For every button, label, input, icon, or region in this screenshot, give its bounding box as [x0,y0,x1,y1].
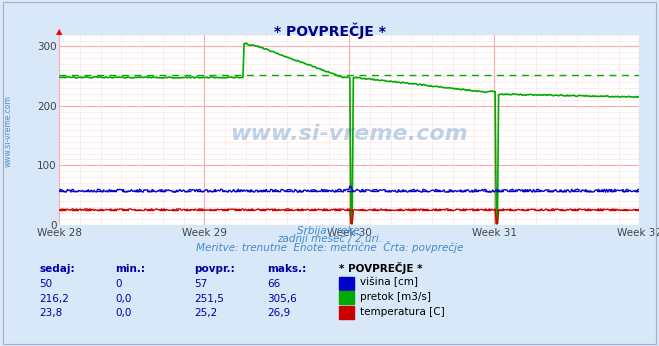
Text: 251,5: 251,5 [194,294,224,304]
Text: 305,6: 305,6 [267,294,297,304]
Text: Srbija / reke.: Srbija / reke. [297,226,362,236]
Text: min.:: min.: [115,264,146,274]
Text: 50: 50 [40,279,53,289]
Text: pretok [m3/s]: pretok [m3/s] [360,292,432,302]
Text: 23,8: 23,8 [40,308,63,318]
Text: Meritve: trenutne  Enote: metrične  Črta: povprečje: Meritve: trenutne Enote: metrične Črta: … [196,241,463,253]
Text: zadnji mesec / 2 uri.: zadnji mesec / 2 uri. [277,234,382,244]
Text: 57: 57 [194,279,208,289]
Text: 26,9: 26,9 [267,308,290,318]
Text: 216,2: 216,2 [40,294,69,304]
Text: temperatura [C]: temperatura [C] [360,307,445,317]
Text: višina [cm]: višina [cm] [360,277,418,288]
Text: * POVPREČJE *: * POVPREČJE * [339,262,423,274]
Text: 0,0: 0,0 [115,308,132,318]
Text: 0,0: 0,0 [115,294,132,304]
Text: sedaj:: sedaj: [40,264,75,274]
Text: 0: 0 [115,279,122,289]
Text: * POVPREČJE *: * POVPREČJE * [273,22,386,39]
Text: www.si-vreme.com: www.si-vreme.com [3,95,13,167]
Text: maks.:: maks.: [267,264,306,274]
Text: www.si-vreme.com: www.si-vreme.com [231,124,468,144]
Text: ▲: ▲ [56,27,63,36]
Text: 66: 66 [267,279,280,289]
Text: 25,2: 25,2 [194,308,217,318]
Text: povpr.:: povpr.: [194,264,235,274]
